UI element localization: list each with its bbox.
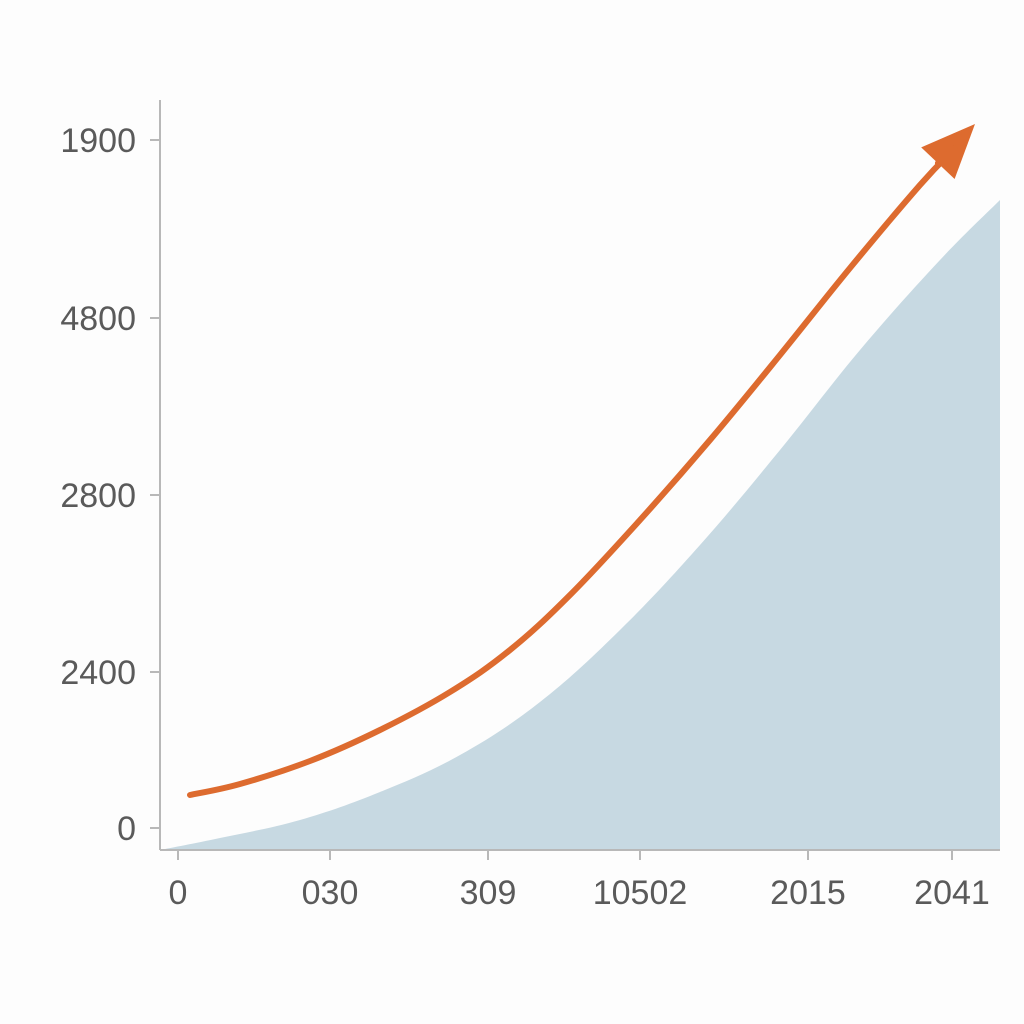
chart-svg: 1900 4800 2800 2400 00 030 309 10502 2015 2041 [0,0,1024,1024]
y-tick-label: 1900 [60,122,136,160]
x-tick-label: 309 [460,874,517,912]
x-tick-label: 0 [169,874,188,912]
x-tick-label: 2015 [770,874,846,912]
y-tick-label: 4800 [60,300,136,338]
growth-chart: 1900 4800 2800 2400 00 030 309 10502 2015 2041 [0,0,1024,1024]
x-tick-label: 030 [302,874,359,912]
x-tick-label: 10502 [593,874,688,912]
y-tick-label: 0 [117,810,136,848]
y-tick-label: 2800 [60,477,136,515]
y-tick-label: 2400 [60,654,136,692]
x-tick-label: 2041 [914,874,990,912]
